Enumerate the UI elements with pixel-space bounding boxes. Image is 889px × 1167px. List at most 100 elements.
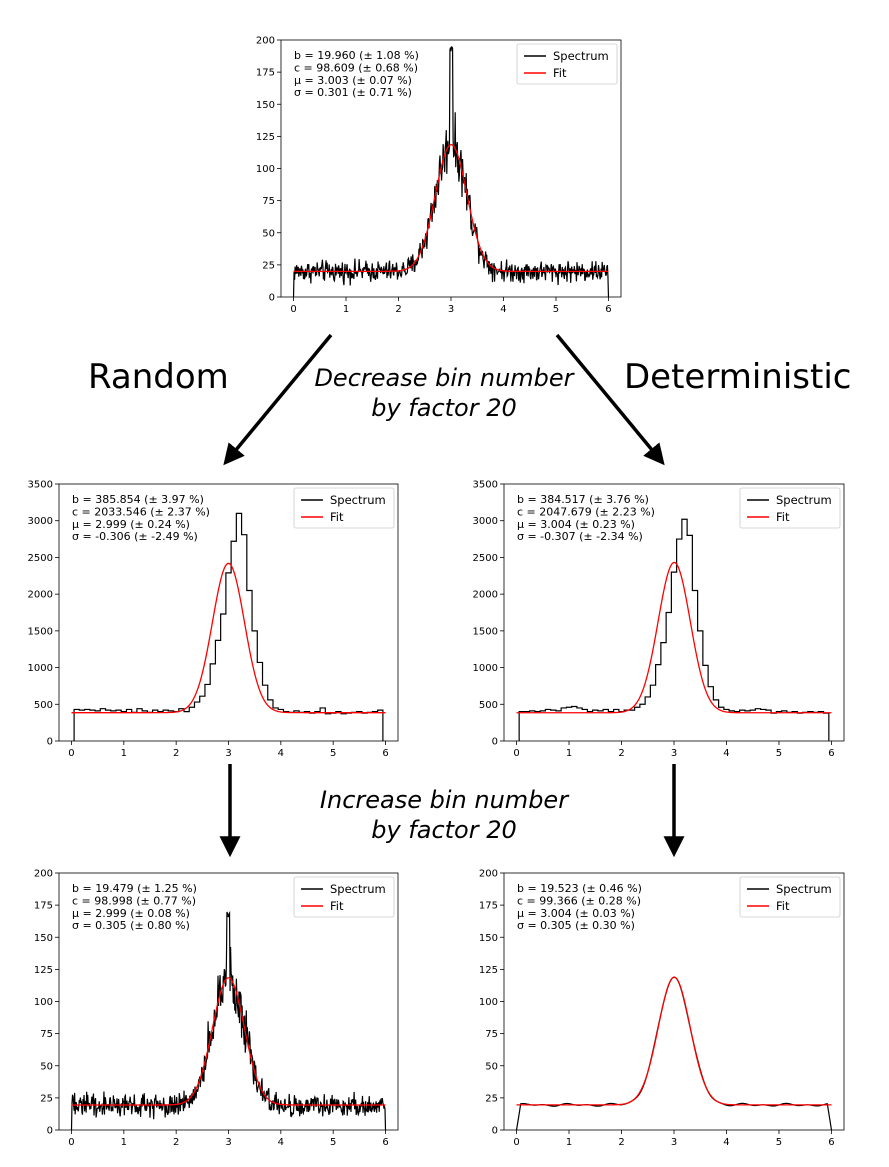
x-tick-label: 4 [500, 304, 506, 315]
y-tick-label: 25 [262, 260, 275, 271]
fit-parameter-text: c = 99.366 (± 0.28 %) [517, 894, 641, 907]
y-tick-label: 75 [262, 196, 275, 207]
fit-parameter-text: σ = -0.306 (± -2.49 %) [72, 530, 198, 543]
x-tick-label: 6 [605, 304, 611, 315]
fit-parameter-text: b = 19.523 (± 0.46 %) [517, 882, 642, 895]
y-tick-label: 0 [492, 1126, 498, 1137]
x-tick-label: 0 [290, 304, 296, 315]
y-tick-label: 100 [479, 997, 498, 1008]
x-tick-label: 4 [723, 748, 729, 759]
chart-random-decreased: 0 500 1000 1500 2000 2500 3000 3500 0 1 2 3 4 5 6 b = 3… [28, 480, 399, 759]
fit-parameter-text: b = 19.960 (± 1.08 %) [294, 49, 419, 62]
y-tick-label: 175 [34, 901, 53, 912]
x-tick-label: 6 [828, 1137, 834, 1148]
fit-parameter-text: b = 19.479 (± 1.25 %) [72, 882, 197, 895]
fit-line [71, 562, 386, 714]
x-tick-label: 0 [68, 748, 74, 759]
x-tick-label: 0 [68, 1137, 74, 1148]
y-tick-label: 1000 [28, 663, 53, 674]
x-tick-label: 1 [121, 1137, 127, 1148]
legend-box [516, 43, 618, 85]
y-tick-label: 500 [479, 700, 498, 711]
y-tick-label: 2500 [28, 553, 53, 564]
y-tick-label: 150 [479, 933, 498, 944]
x-tick-label: 3 [225, 1137, 231, 1148]
fit-parameter-text: σ = 0.305 (± 0.80 %) [72, 919, 190, 932]
y-tick-label: 0 [492, 737, 498, 748]
spectrum-line [515, 976, 833, 1131]
fit-line [516, 976, 832, 1106]
y-tick-label: 1000 [473, 663, 498, 674]
legend-label: Fit [776, 510, 790, 524]
y-tick-label: 3500 [28, 480, 53, 491]
x-tick-label: 2 [618, 748, 624, 759]
legend-label: Spectrum [553, 49, 609, 63]
x-tick-label: 6 [382, 748, 388, 759]
fit-parameter-text: b = 385.854 (± 3.97 %) [72, 493, 204, 506]
y-tick-label: 50 [40, 1061, 53, 1072]
y-tick-label: 3000 [28, 516, 53, 527]
x-tick-label: 2 [173, 1137, 179, 1148]
x-tick-label: 4 [723, 1137, 729, 1148]
y-tick-label: 125 [34, 965, 53, 976]
y-tick-label: 25 [485, 1093, 498, 1104]
legend-box [739, 876, 841, 918]
fit-parameter-text: σ = 0.305 (± 0.30 %) [517, 919, 635, 932]
chart-original: 0 25 50 75 100 125 150 175 200 0 1 2 3 4 5 6 b = 19.960 … [256, 36, 622, 315]
x-tick-label: 1 [343, 304, 349, 315]
x-tick-label: 5 [330, 748, 336, 759]
y-tick-label: 75 [485, 1029, 498, 1040]
x-tick-label: 3 [671, 748, 677, 759]
fit-parameter-text: σ = 0.301 (± 0.71 %) [294, 86, 412, 99]
chart-deterministic-decreased: 0 500 1000 1500 2000 2500 3000 3500 0 1 2 3 4 5 6 b = 3… [473, 480, 845, 759]
fit-parameter-text: μ = 3.004 (± 0.23 %) [517, 518, 635, 531]
x-tick-label: 5 [553, 304, 559, 315]
label-increase-line1: Increase bin number [320, 786, 570, 814]
y-tick-label: 200 [34, 869, 53, 880]
fit-parameter-text: c = 2047.679 (± 2.23 %) [517, 505, 655, 518]
legend-label: Fit [330, 899, 344, 913]
fit-parameter-text: σ = -0.307 (± -2.34 %) [517, 530, 643, 543]
x-tick-label: 5 [330, 1137, 336, 1148]
fit-parameter-text: μ = 3.004 (± 0.03 %) [517, 907, 635, 920]
chart-random-increased: 0 25 50 75 100 125 150 175 200 0 1 2 3 4 5 6 b = 19.479 … [34, 869, 399, 1148]
x-tick-label: 3 [671, 1137, 677, 1148]
y-tick-label: 125 [479, 965, 498, 976]
y-tick-label: 175 [479, 901, 498, 912]
label-increase-line2: by factor 20 [371, 816, 517, 844]
fit-parameter-text: b = 384.517 (± 3.76 %) [517, 493, 649, 506]
arrow-to-deterministic [555, 333, 665, 466]
y-tick-label: 3500 [473, 480, 498, 491]
x-tick-label: 1 [121, 748, 127, 759]
legend-label: Spectrum [330, 882, 386, 896]
x-tick-label: 5 [776, 1137, 782, 1148]
spectrum-line [292, 46, 610, 298]
y-tick-label: 0 [47, 1126, 53, 1137]
legend-label: Spectrum [776, 882, 832, 896]
label-decrease-line2: by factor 20 [371, 394, 517, 422]
y-tick-label: 0 [269, 293, 275, 304]
legend-label: Fit [330, 510, 344, 524]
legend-box [739, 487, 841, 529]
legend-label: Spectrum [330, 493, 386, 507]
x-tick-label: 0 [513, 1137, 519, 1148]
arrow-to-random [223, 333, 333, 466]
x-tick-label: 2 [173, 748, 179, 759]
y-tick-label: 100 [34, 997, 53, 1008]
y-tick-label: 2500 [473, 553, 498, 564]
y-tick-label: 2000 [473, 590, 498, 601]
y-tick-label: 2000 [28, 590, 53, 601]
y-tick-label: 150 [34, 933, 53, 944]
x-tick-label: 4 [278, 748, 284, 759]
legend-box [293, 487, 395, 529]
x-tick-label: 6 [828, 748, 834, 759]
y-tick-label: 150 [256, 100, 275, 111]
fit-line [293, 143, 609, 272]
x-tick-label: 5 [776, 748, 782, 759]
spectrum-line [70, 910, 387, 1131]
x-tick-label: 2 [618, 1137, 624, 1148]
spectrum-line [73, 512, 384, 741]
y-tick-label: 50 [485, 1061, 498, 1072]
y-tick-label: 3000 [473, 516, 498, 527]
y-tick-label: 125 [256, 132, 275, 143]
